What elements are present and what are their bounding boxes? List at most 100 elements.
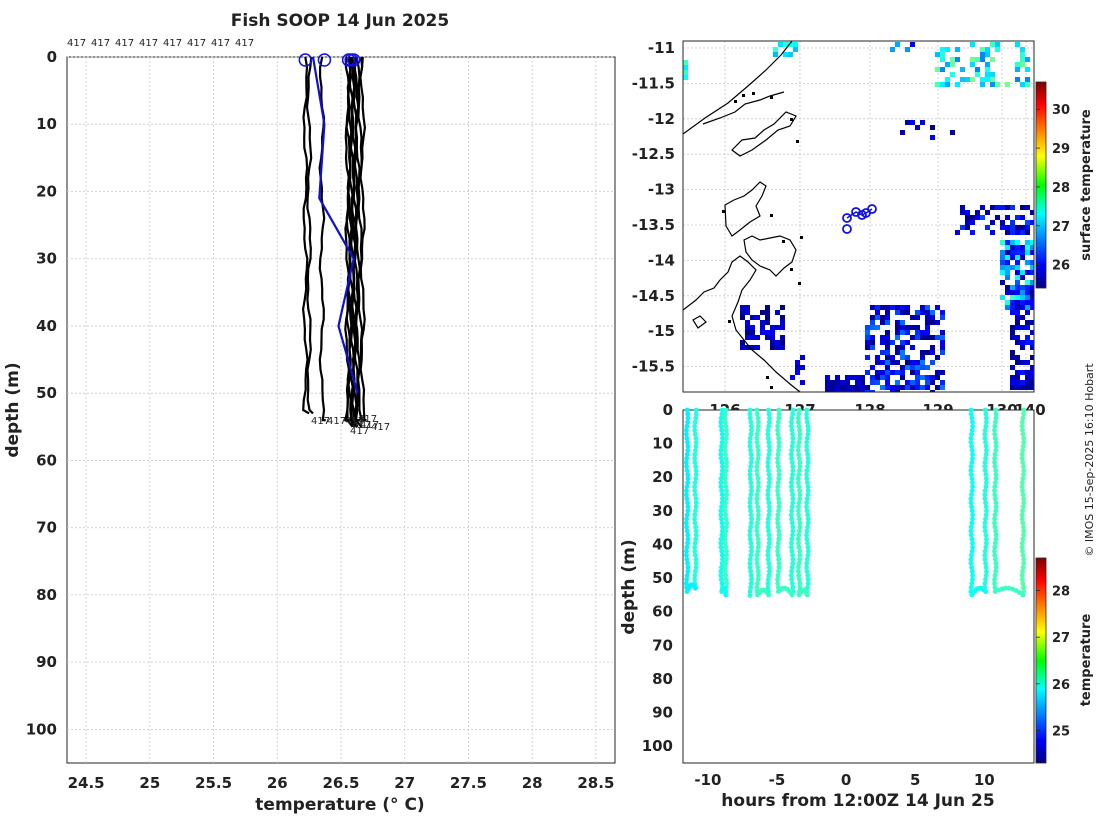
timeseries-point [796,512,802,518]
map-lat-tick-label: -13 [648,181,675,199]
timeseries-point [796,560,802,566]
timeseries-point [1020,415,1026,421]
sst-pixel [870,365,875,370]
timeseries-point [724,427,729,433]
sst-pixel [910,325,915,330]
timeseries-point [775,492,781,498]
timeseries-point [755,504,761,510]
timeseries-point [693,447,698,453]
timeseries-point [992,464,998,469]
sst-pixel [980,215,985,220]
timeseries-point [982,435,988,441]
timeseries-point [693,560,699,566]
sst-pixel [900,365,905,370]
timeseries-point [993,508,999,514]
sst-pixel [990,82,995,87]
sst-pixel [1010,300,1015,305]
sst-pixel [770,335,775,340]
timeseries-point [718,516,724,522]
timeseries-point [969,504,975,510]
timeseries-point [748,480,754,486]
sst-pixel [1025,370,1030,375]
timeseries-point [983,560,988,566]
timeseries-point [1019,484,1025,490]
map-panel: -11 -11.5 -12 -12.5 -13 -13.5 -14 -14.5 -15 -15.5… [632,39,1094,419]
timeseries-point [1019,544,1025,550]
sst-pixel [683,70,688,75]
sst-pixel [1030,290,1034,295]
coastline-north [683,41,793,135]
timeseries-point [775,484,781,490]
sst-pixel [895,360,900,365]
timeseries-point [804,435,810,441]
profile-y-tick-label: 90 [36,653,57,671]
timeseries-point [692,548,698,554]
sst-pixel [1020,385,1025,390]
timeseries-point [993,536,999,542]
timeseries-colorbar-tick-label: 28 [1052,585,1070,600]
timeseries-point [747,560,753,566]
timeseries-point [1021,528,1027,534]
timeseries-point [1021,435,1027,441]
sst-pixel [900,385,905,390]
sst-pixel [920,305,925,310]
sst-pixel [775,325,780,330]
sst-pixel [1000,250,1005,255]
timeseries-point [790,552,795,558]
sst-pixel [910,120,915,125]
sst-pixel [980,77,985,82]
sst-pixel [910,345,915,350]
sst-pixel [930,360,935,365]
timeseries-point [775,577,780,582]
timeseries-x-tick-label: -5 [769,771,786,789]
timeseries-point [722,564,728,570]
sst-pixel [910,370,915,375]
timeseries-point [692,423,698,429]
timeseries-point [982,524,988,530]
timeseries-point [790,411,796,417]
sst-pixel [1025,340,1030,345]
profile-panel: 24.5 25 25.5 26 26.5 27 27.5 28 28.5 0 10 20 30 40 50… [3,11,616,815]
timeseries-point [747,528,753,534]
sst-pixel [900,305,905,310]
profile-line [352,57,361,422]
timeseries-point [969,564,975,570]
timeseries-point [722,536,728,542]
timeseries-point [796,468,802,473]
timeseries-point [804,528,810,534]
timeseries-x-tick-label: 10 [974,771,995,789]
timeseries-point [789,544,794,550]
sst-pixel [935,355,940,360]
sst-pixel [1010,225,1015,230]
timeseries-point [749,456,754,461]
sst-pixel [900,130,905,135]
timeseries-point [723,528,729,534]
sst-pixel [835,375,840,380]
timeseries-point [776,415,782,421]
sst-pixel [940,315,945,320]
sst-pixel [745,335,750,340]
timeseries-point [992,516,997,522]
timeseries-point [766,439,772,445]
timeseries-point [790,556,796,562]
timeseries-point [1020,460,1026,465]
timeseries-point [693,508,698,514]
timeseries-point [720,435,725,441]
timeseries-point [692,512,698,518]
timeseries-point [992,427,997,433]
timeseries-colorbar [1035,557,1047,764]
timeseries-point [1021,439,1027,445]
timeseries-point [789,480,794,486]
sst-pixel [1025,285,1030,290]
timeseries-point [693,568,698,574]
timeseries-point [719,520,725,526]
timeseries-point [982,520,988,526]
sst-pixel [1030,320,1034,325]
sst-pixel [1005,215,1010,220]
timeseries-point [723,496,729,502]
timeseries-point [776,472,782,477]
sst-pixel [865,355,870,360]
timeseries-point [968,585,974,590]
sst-pixel [910,360,915,365]
sst-pixel [1015,380,1020,385]
